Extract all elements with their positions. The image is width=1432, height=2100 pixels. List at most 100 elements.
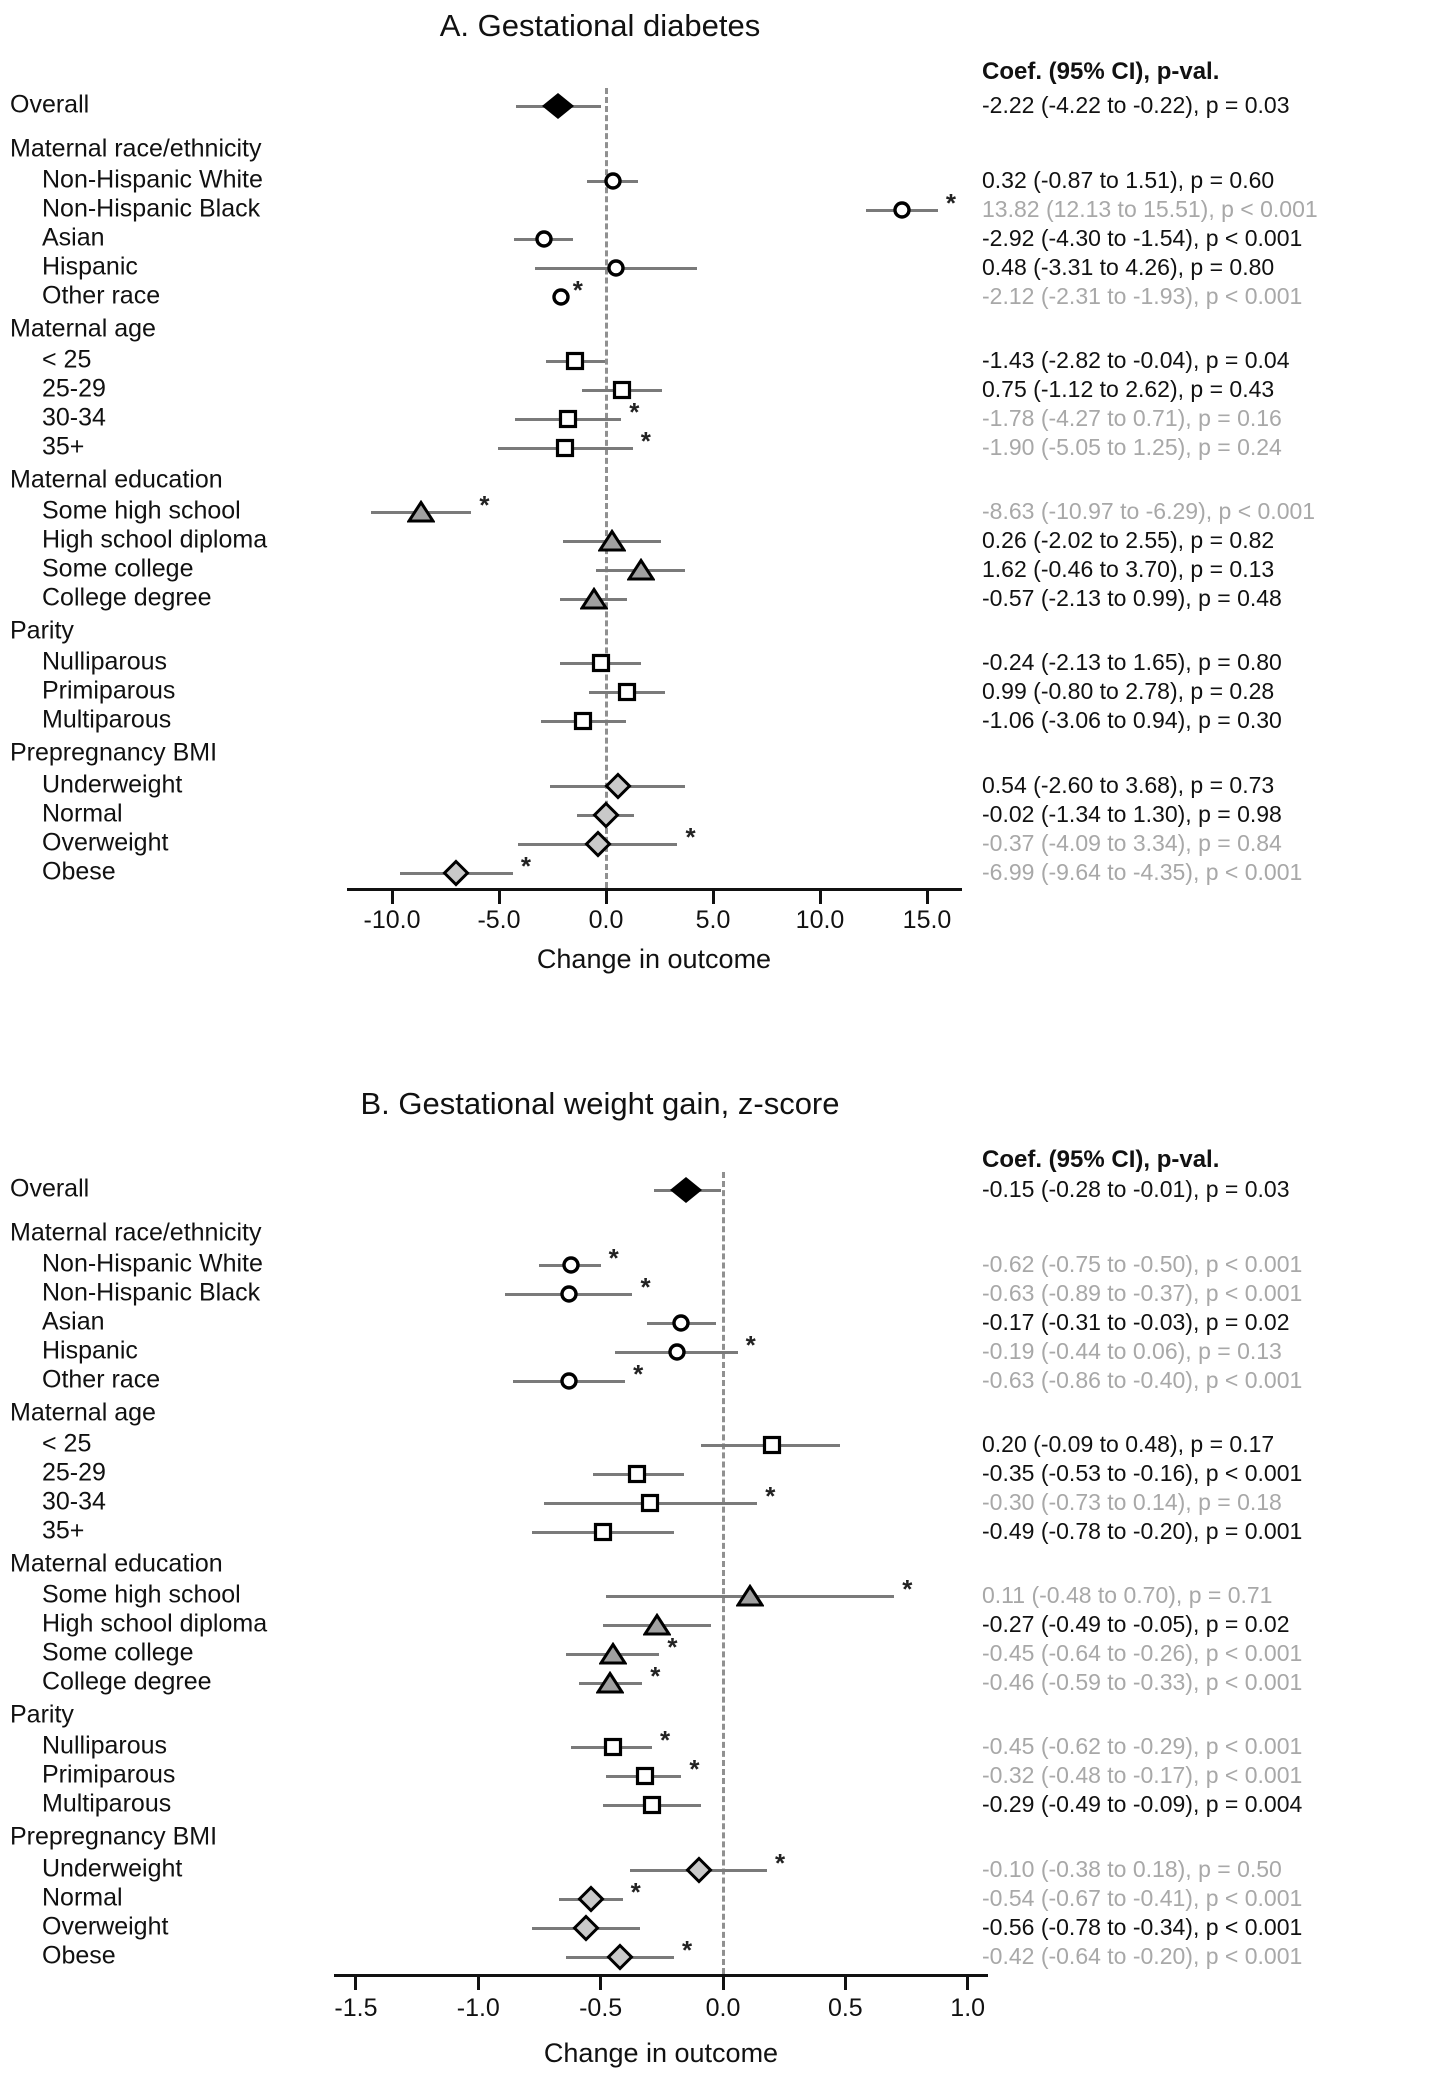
x-axis-tick	[843, 1977, 847, 1990]
marker-diamond-filled-icon	[668, 1176, 704, 1204]
marker-square-icon	[641, 1794, 663, 1816]
row-label: Hispanic	[42, 1336, 138, 1365]
x-axis-tick	[966, 1977, 970, 1990]
row-label: 35+	[42, 432, 85, 461]
marker-circle-icon	[666, 1341, 688, 1363]
marker-square-icon	[590, 652, 612, 674]
significance-asterisk: *	[945, 188, 957, 218]
significance-asterisk: *	[682, 1935, 693, 1965]
marker-triangle-icon	[642, 1612, 672, 1637]
marker-square-icon	[592, 1521, 614, 1543]
zero-reference-line	[604, 88, 608, 888]
marker-triangle-icon	[406, 499, 437, 524]
coef-ci-pvalue-text: -0.42 (-0.64 to -0.20), p < 0.001	[982, 1942, 1303, 1969]
marker-circle-icon	[605, 257, 627, 279]
row-label: High school diploma	[42, 525, 268, 554]
x-axis-tick-label: -0.5	[579, 1994, 623, 2022]
row-label: < 25	[42, 1429, 92, 1458]
row-label: Some high school	[42, 1580, 241, 1609]
row-label: Nulliparous	[42, 647, 168, 676]
marker-circle-icon	[560, 1254, 582, 1276]
row-label: Asian	[42, 1307, 105, 1336]
significance-asterisk: *	[775, 1848, 786, 1878]
marker-diamond-icon	[572, 1914, 600, 1942]
marker-diamond-icon	[584, 830, 612, 858]
coef-ci-pvalue-text: -1.43 (-2.82 to -0.04), p = 0.04	[982, 346, 1290, 373]
significance-asterisk: *	[630, 1877, 641, 1907]
coef-ci-pvalue-text: 0.32 (-0.87 to 1.51), p = 0.60	[982, 166, 1275, 193]
marker-square-icon	[557, 408, 579, 430]
panel-b-x-axis-label: Change in outcome	[543, 2038, 779, 2068]
row-label: Some college	[42, 1638, 194, 1667]
marker-diamond-icon	[684, 1856, 713, 1884]
marker-diamond-icon	[591, 801, 620, 829]
coef-ci-pvalue-text: 0.54 (-2.60 to 3.68), p = 0.73	[982, 771, 1275, 798]
row-group-header: Maternal age	[10, 1398, 156, 1427]
row-label: 25-29	[42, 1458, 106, 1487]
coef-ci-pvalue-text: -0.30 (-0.73 to 0.14), p = 0.18	[982, 1488, 1282, 1515]
marker-circle-icon	[533, 228, 555, 250]
x-axis-tick	[721, 1977, 725, 1990]
row-group-header: Maternal education	[10, 465, 223, 494]
panel-a-coef-column-header: Coef. (95% CI), p-val.	[982, 58, 1220, 85]
x-axis-tick	[497, 891, 501, 904]
marker-triangle-icon	[579, 586, 609, 611]
zero-reference-line	[721, 1172, 725, 1974]
x-axis-tick-label: 0.5	[827, 1994, 863, 2022]
x-axis-tick	[390, 891, 394, 904]
x-axis-tick-label: 1.0	[950, 1994, 986, 2022]
coef-ci-pvalue-text: -0.45 (-0.64 to -0.26), p < 0.001	[982, 1639, 1303, 1666]
x-axis-tick-label: 15.0	[902, 906, 952, 934]
row-label: Non-Hispanic Black	[42, 194, 261, 223]
coef-ci-pvalue-text: -0.32 (-0.48 to -0.17), p < 0.001	[982, 1761, 1303, 1788]
marker-square-icon	[639, 1492, 661, 1514]
significance-asterisk: *	[629, 397, 640, 427]
marker-square-icon	[616, 681, 638, 703]
row-label: High school diploma	[42, 1609, 268, 1638]
coef-ci-pvalue-text: 0.11 (-0.48 to 0.70), p = 0.71	[982, 1581, 1273, 1608]
coef-ci-pvalue-text: -0.27 (-0.49 to -0.05), p = 0.02	[982, 1610, 1290, 1637]
x-axis-tick-label: -1.0	[456, 1994, 500, 2022]
coef-ci-pvalue-text: -0.19 (-0.44 to 0.06), p = 0.13	[982, 1337, 1282, 1364]
marker-diamond-icon	[442, 859, 471, 887]
row-group-header: Maternal race/ethnicity	[10, 1218, 262, 1247]
x-axis-tick-label: 0.0	[705, 1994, 741, 2022]
row-group-header: Prepregnancy BMI	[10, 738, 218, 767]
x-axis-tick	[599, 1977, 603, 1990]
significance-asterisk: *	[650, 1661, 661, 1691]
marker-triangle-icon	[598, 1641, 628, 1666]
panel-b-title: B. Gestational weight gain, z-score	[360, 1086, 840, 1121]
row-label: Nulliparous	[42, 1731, 168, 1760]
row-label: Normal	[42, 1883, 123, 1912]
row-label: Obese	[42, 1941, 116, 1970]
coef-ci-pvalue-text: -0.57 (-2.13 to 0.99), p = 0.48	[982, 584, 1282, 611]
x-axis-tick-label: -5.0	[477, 906, 521, 934]
significance-asterisk: *	[660, 1725, 671, 1755]
panel-a-title: A. Gestational diabetes	[439, 8, 761, 43]
x-axis-tick	[925, 891, 929, 904]
row-label: Overweight	[42, 1912, 169, 1941]
x-axis-tick-label: -10.0	[363, 906, 421, 934]
x-axis-tick-label: 10.0	[795, 906, 845, 934]
marker-square-icon	[611, 379, 633, 401]
row-label: Primiparous	[42, 676, 176, 705]
coef-ci-pvalue-text: -1.78 (-4.27 to 0.71), p = 0.16	[982, 404, 1282, 431]
row-label: Normal	[42, 799, 123, 828]
coef-ci-pvalue-text: 13.82 (12.13 to 15.51), p < 0.001	[982, 195, 1318, 222]
marker-triangle-icon	[596, 528, 627, 553]
marker-square-icon	[761, 1434, 783, 1456]
row-label: Other race	[42, 281, 161, 310]
x-axis-line	[334, 1974, 988, 1977]
row-label: Obese	[42, 857, 116, 886]
significance-asterisk: *	[689, 1754, 700, 1784]
significance-asterisk: *	[667, 1632, 678, 1662]
row-label: College degree	[42, 583, 212, 612]
row-label: Some high school	[42, 496, 241, 525]
marker-circle-icon	[602, 170, 624, 192]
significance-asterisk: *	[572, 275, 583, 305]
coef-ci-pvalue-text: -0.24 (-2.13 to 1.65), p = 0.80	[982, 648, 1282, 675]
row-label: Underweight	[42, 1854, 183, 1883]
coef-ci-pvalue-text: 0.99 (-0.80 to 2.78), p = 0.28	[982, 677, 1275, 704]
row-label: < 25	[42, 345, 92, 374]
coef-ci-pvalue-text: -0.54 (-0.67 to -0.41), p < 0.001	[982, 1884, 1303, 1911]
